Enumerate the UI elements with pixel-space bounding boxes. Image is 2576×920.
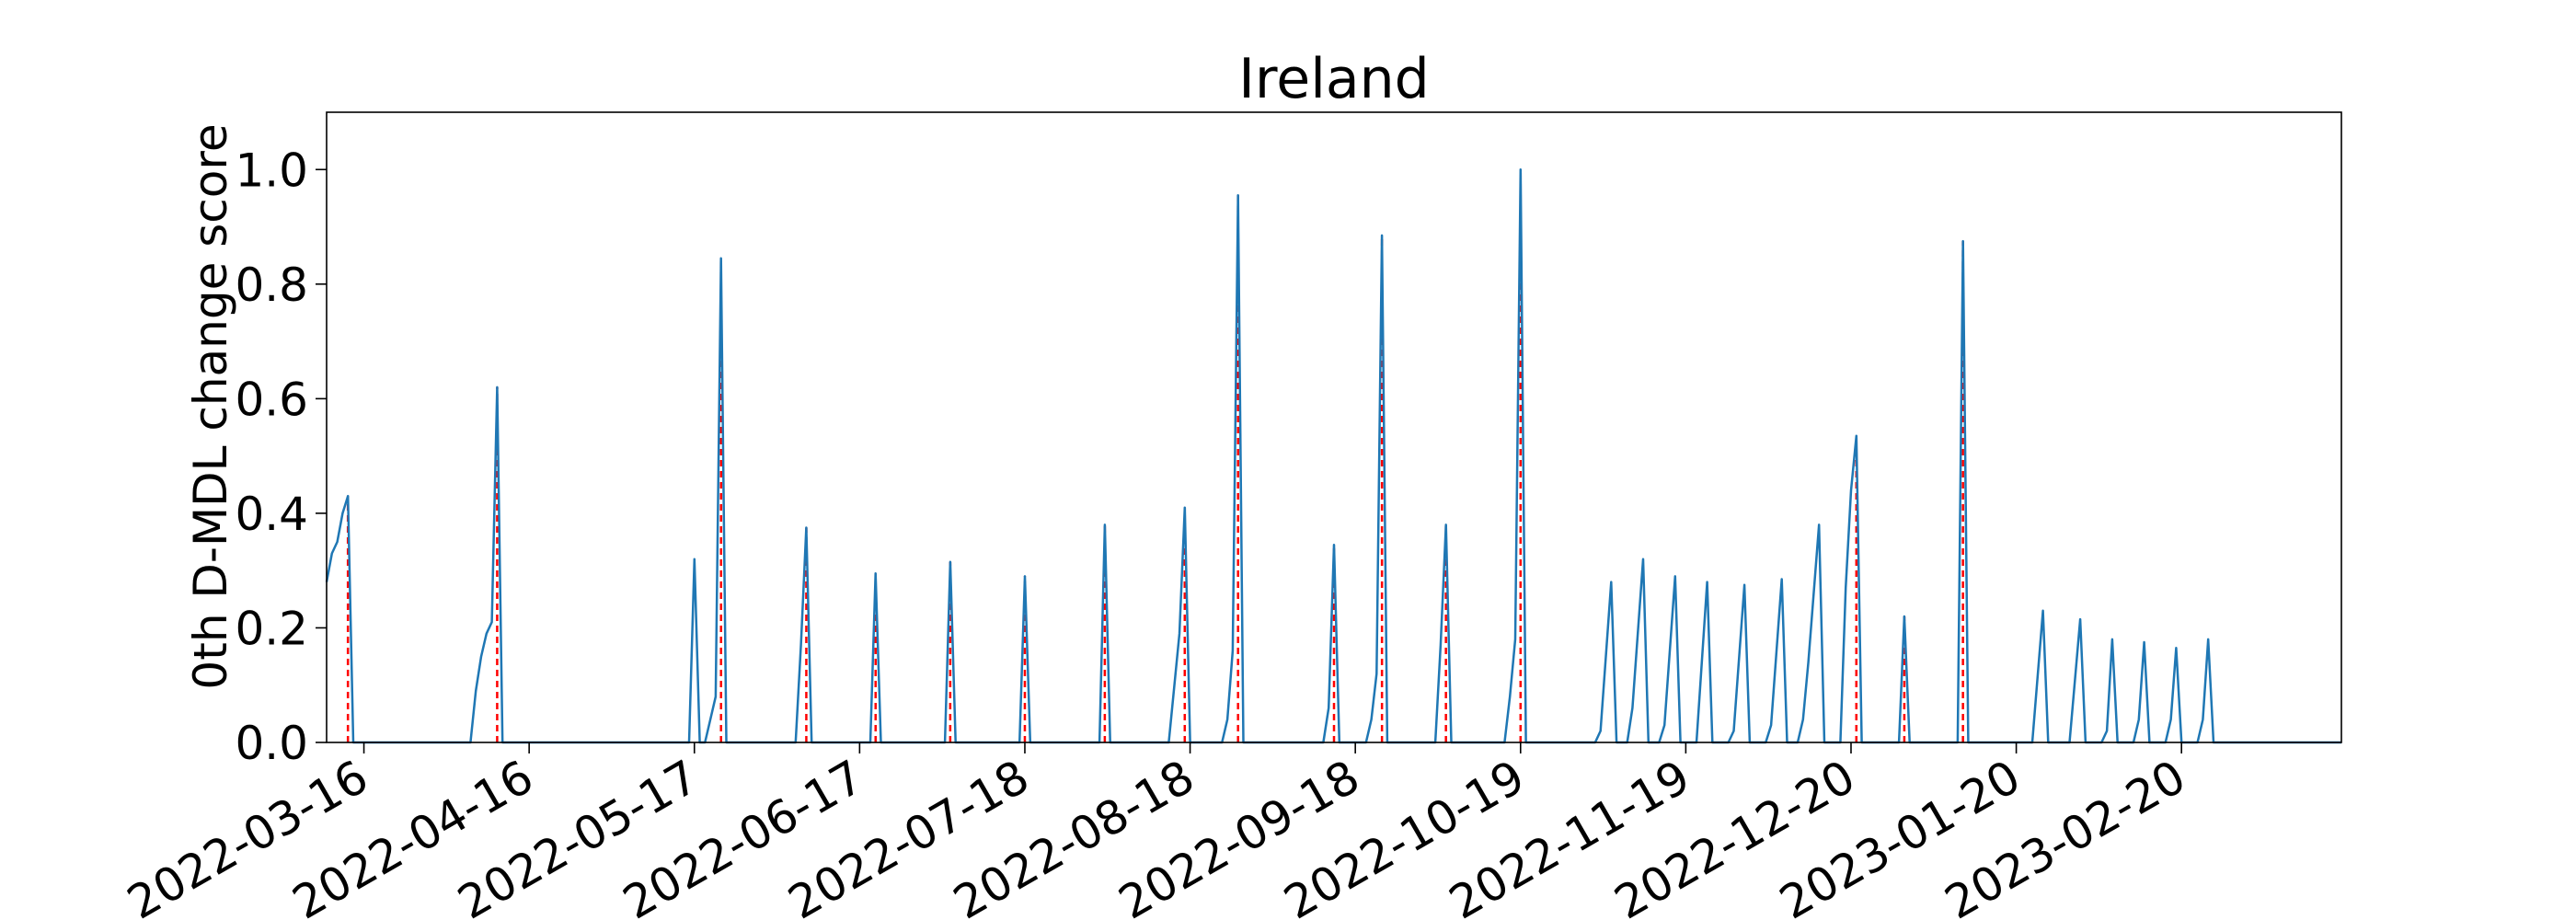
y-tick-label: 0.0 — [235, 717, 308, 770]
y-tick-label: 1.0 — [235, 144, 308, 197]
chart-title: Ireland — [1238, 47, 1430, 111]
y-tick-label: 0.8 — [235, 259, 308, 312]
plot-frame — [326, 111, 2342, 743]
y-tick-label: 0.6 — [235, 373, 308, 426]
y-tick-label: 0.2 — [235, 602, 308, 655]
y-axis-title: 0th D-MDL change score — [184, 123, 237, 689]
y-tick-label: 0.4 — [235, 488, 308, 541]
